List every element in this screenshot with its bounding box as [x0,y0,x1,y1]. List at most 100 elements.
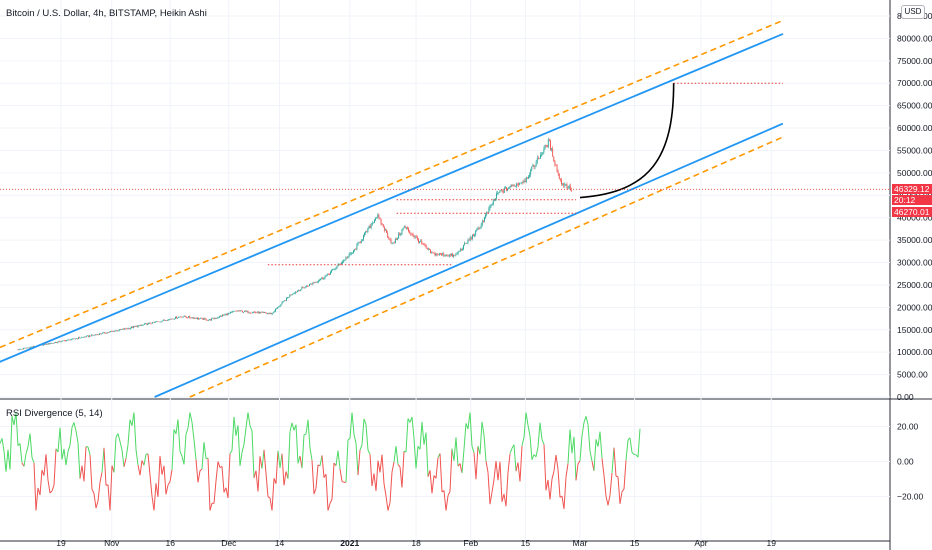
candle [202,318,204,321]
candle [269,312,271,315]
candle [403,225,405,229]
rsi-segment [575,463,579,481]
candle [121,329,122,331]
candle-body [216,317,218,319]
rsi-segment [281,453,285,486]
candle [341,261,342,265]
candle-body [55,342,56,343]
candle-body [508,188,510,189]
rsi-segment [345,439,349,483]
candle-body [463,244,465,249]
candle-body [300,289,302,291]
candle-body [570,189,572,191]
rsi-segment [567,429,571,464]
candle-body [220,315,221,317]
candle-body [102,332,104,334]
candle [358,241,360,244]
candle-body [149,322,151,324]
rsi-segment [157,456,161,497]
candle [413,234,415,239]
rsi-segment [411,416,415,439]
rsi-segment [207,458,211,511]
candle-body [335,267,337,269]
candle-body [74,338,76,340]
candle-body [375,218,377,221]
candle [210,319,212,321]
candle [173,318,175,321]
candle-body [52,342,54,344]
candle-body [522,182,524,183]
candle [319,278,320,282]
candle-body [69,339,71,341]
candle-body [166,320,168,321]
candle-body [477,228,479,230]
candle [543,146,545,154]
candle-body [134,326,136,327]
candle [158,321,160,323]
candle [331,269,333,274]
candle [60,341,62,343]
rsi-segment [583,416,587,423]
candle-body [410,232,412,235]
candle [320,278,322,281]
candle-body [128,328,130,329]
candle-body [434,252,436,256]
rsi-segment [487,472,491,505]
candle [63,339,65,342]
rsi-segment [63,448,67,466]
candle [101,333,103,335]
candle-body [568,185,570,188]
candle-body [20,348,22,350]
rsi-segment [407,418,411,423]
candle-body [364,233,366,236]
candle-body [129,328,131,329]
candle-body [419,242,421,243]
candle-body [326,273,328,276]
candle-body [192,317,194,319]
rsi-segment [103,447,107,486]
currency-button[interactable]: USD [901,5,925,19]
candle [128,328,130,330]
candle-body [344,260,346,261]
rsi-segment [359,444,363,451]
candle [267,312,269,315]
candle [281,301,283,305]
candle [31,346,33,348]
candle-body [366,231,368,232]
rsi-segment [321,455,325,478]
rsi-segment [1,438,5,452]
rsi-segment [369,454,373,487]
candle-body [229,312,231,314]
candle-body [146,323,148,325]
rsi-segment [347,438,351,441]
candle-body [181,316,183,318]
candle [206,319,208,321]
rsi-segment [569,429,573,454]
candle-body [237,310,239,312]
candle-body [24,347,26,349]
rsi-segment [379,454,383,473]
candle [135,325,137,327]
candle-body [491,204,493,206]
candle [292,293,294,295]
candle [301,286,303,290]
rsi-segment [331,462,335,500]
rsi-segment [19,443,23,463]
candle-body [199,318,201,320]
candle-body [209,319,210,320]
rsi-segment [227,453,231,498]
candle-body [383,227,385,231]
candle-body [306,285,308,287]
candle [497,190,499,195]
candle-body [286,297,287,301]
candle [429,248,430,250]
candle [83,336,85,338]
candle-body [101,333,103,335]
candle [542,151,544,156]
rsi-segment [79,465,83,479]
candle [166,320,168,321]
candle-body [353,250,355,253]
candle [349,252,351,256]
candle-body [456,253,458,255]
